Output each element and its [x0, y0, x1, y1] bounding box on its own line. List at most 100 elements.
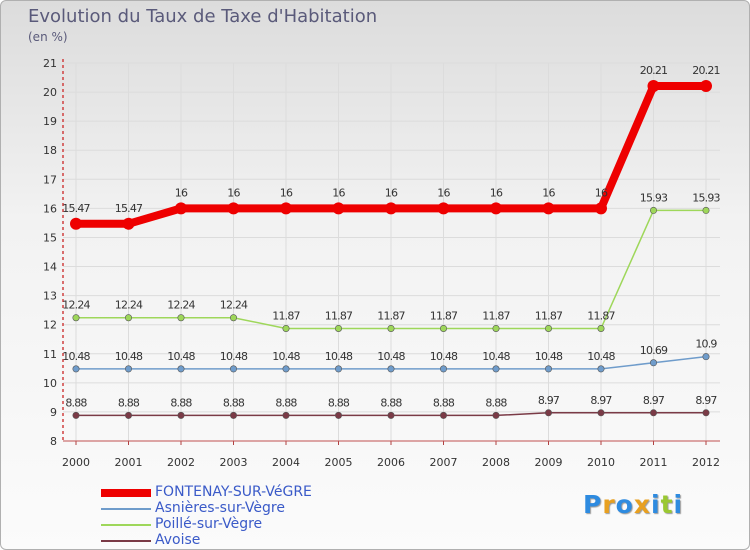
data-label: 12.24	[115, 299, 143, 312]
data-point	[595, 202, 607, 215]
data-point	[387, 365, 395, 373]
data-point	[72, 314, 80, 322]
y-tick-label: 18	[43, 144, 57, 157]
data-label: 11.87	[587, 309, 615, 322]
data-label: 10.48	[115, 350, 143, 363]
y-axis-unit-label: (en %)	[28, 30, 68, 44]
data-point	[544, 365, 552, 373]
data-label: 11.87	[377, 309, 405, 322]
data-point	[175, 202, 187, 215]
y-tick-label: 8	[50, 435, 57, 448]
data-point	[439, 365, 447, 373]
y-tick-label: 17	[43, 173, 57, 186]
data-point	[439, 411, 447, 419]
data-label: 16	[542, 186, 555, 199]
data-label: 12.24	[167, 299, 195, 312]
logo-letter: t	[660, 490, 674, 519]
data-point	[702, 206, 710, 214]
chart-title: Evolution du Taux de Taxe d'Habitation	[28, 6, 378, 27]
data-label: 8.97	[695, 394, 717, 407]
data-label: 10.48	[482, 350, 510, 363]
data-label: 8.97	[643, 394, 665, 407]
data-label: 8.88	[485, 396, 507, 409]
legend-label: FONTENAY-SUR-VéGRE	[155, 484, 312, 500]
data-label: 11.87	[482, 309, 510, 322]
y-tick-label: 14	[43, 261, 57, 274]
data-label: 16	[437, 186, 450, 199]
data-label: 12.24	[62, 299, 90, 312]
data-label: 8.88	[223, 396, 245, 409]
logo-letter: i	[651, 490, 661, 519]
data-point	[230, 411, 238, 419]
x-tick-label: 2010	[587, 456, 615, 469]
x-tick-label: 2003	[220, 456, 248, 469]
data-label: 15.93	[692, 191, 720, 204]
y-tick-label: 13	[43, 290, 57, 303]
data-label: 10.48	[325, 350, 353, 363]
data-labels: 15.47 15.47 16 16 16 16 16 16 16 16 16 20.21 20.21 10…	[62, 64, 721, 409]
data-point	[544, 324, 552, 332]
data-point	[230, 365, 238, 373]
y-tick-label: 19	[43, 115, 57, 128]
data-point	[177, 365, 185, 373]
data-point	[702, 409, 710, 417]
data-point	[387, 411, 395, 419]
data-point	[542, 202, 555, 215]
x-tick-label: 2005	[325, 456, 353, 469]
data-label: 11.87	[535, 309, 563, 322]
y-tick-label: 10	[43, 377, 57, 390]
data-label: 10.48	[587, 350, 615, 363]
data-label: 8.88	[380, 396, 402, 409]
x-tick-label: 2011	[640, 456, 668, 469]
y-tick-label: 11	[43, 348, 57, 361]
data-label: 11.87	[272, 309, 300, 322]
series-lines	[70, 79, 712, 419]
data-point	[72, 411, 80, 419]
data-label: 11.87	[430, 309, 458, 322]
data-point	[282, 411, 290, 419]
data-label: 20.21	[692, 64, 720, 77]
x-tick-label: 2004	[272, 456, 300, 469]
data-point	[492, 324, 500, 332]
data-label: 8.88	[433, 396, 455, 409]
data-point	[282, 365, 290, 373]
data-label: 15.93	[640, 191, 668, 204]
x-tick-label: 2007	[430, 456, 458, 469]
data-label: 10.48	[220, 350, 248, 363]
data-label: 10.48	[377, 350, 405, 363]
legend-swatch	[101, 489, 151, 497]
logo-letter: i	[673, 490, 684, 519]
data-point	[334, 324, 342, 332]
logo-letter: x	[633, 490, 651, 519]
y-tick-label: 12	[43, 319, 57, 332]
data-point	[649, 409, 657, 417]
data-point	[490, 202, 502, 215]
data-point	[649, 206, 657, 214]
data-label: 8.97	[590, 394, 612, 407]
data-point	[385, 202, 397, 215]
data-point	[72, 365, 80, 373]
proxiti-logo: Proxiti	[583, 490, 683, 519]
data-label: 8.97	[538, 394, 560, 407]
data-point	[700, 79, 712, 92]
legend-swatch	[101, 540, 151, 542]
data-label: 10.48	[535, 350, 563, 363]
data-point	[230, 314, 238, 322]
data-point	[647, 79, 660, 92]
data-point	[334, 365, 342, 373]
data-point	[177, 411, 185, 419]
y-tick-label: 20	[43, 86, 57, 99]
y-tick-label: 21	[43, 57, 57, 70]
data-point	[439, 324, 447, 332]
data-label: 8.88	[170, 396, 192, 409]
data-label: 16	[595, 186, 608, 199]
data-point	[387, 324, 395, 332]
grid	[63, 62, 720, 442]
data-label: 8.88	[65, 396, 87, 409]
data-point	[177, 314, 185, 322]
data-label: 16	[490, 186, 503, 199]
data-point	[122, 217, 135, 230]
x-tick-label: 2012	[692, 456, 720, 469]
data-point	[492, 411, 500, 419]
